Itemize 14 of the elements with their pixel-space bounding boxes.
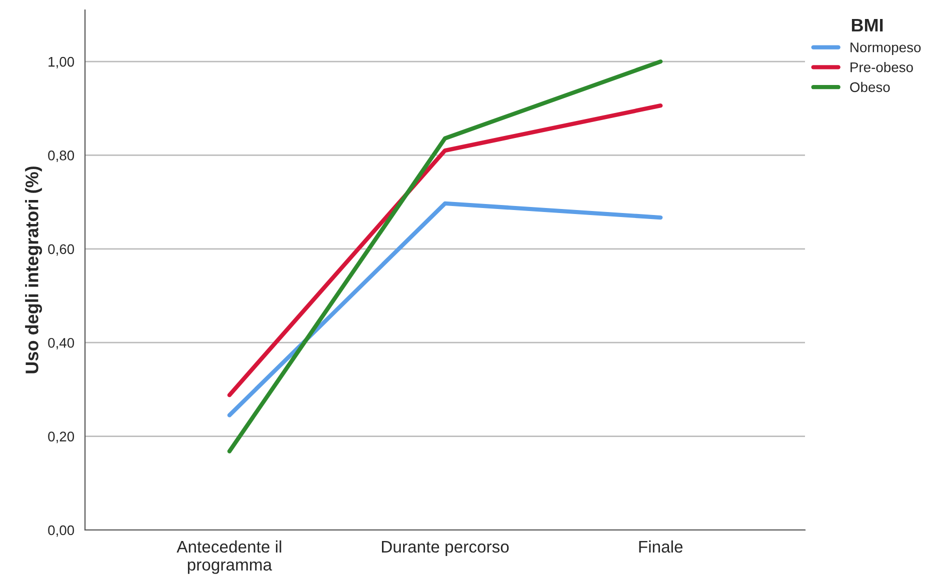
y-tick-label: 0,00 [48, 525, 74, 537]
x-tick-label: Finale [639, 540, 683, 553]
y-tick-label: 0,60 [48, 244, 74, 256]
y-tick-label: 0,80 [48, 150, 74, 162]
x-tick-label: Antecedente il programma [176, 540, 282, 574]
x-tick-label: Durante percorso [382, 541, 509, 556]
legend-label: Pre-obeso [850, 62, 913, 72]
y-tick-label: 0,20 [48, 432, 74, 444]
y-tick-label: 0,40 [48, 338, 74, 350]
legend-label: Obeso [850, 82, 890, 92]
legend-title: BMI [852, 18, 883, 32]
legend-label: Normopeso [850, 42, 921, 56]
y-axis-title: Uso degli integratori (%) [25, 166, 42, 374]
y-tick-label: 1,00 [48, 56, 74, 68]
